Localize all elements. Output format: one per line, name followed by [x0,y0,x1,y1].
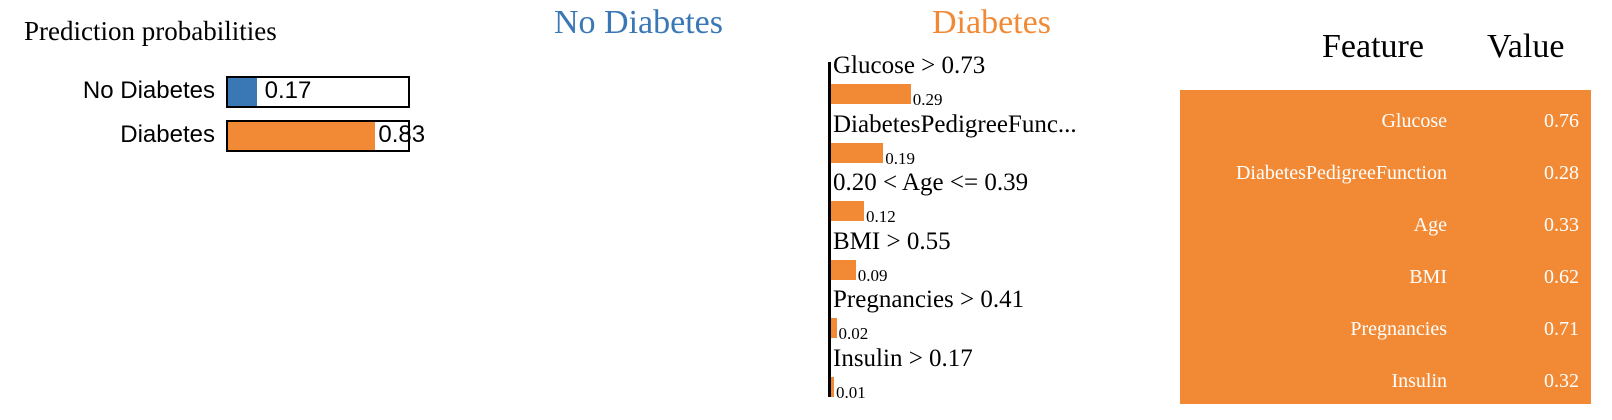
table-cell-feature: Glucose [1381,110,1447,132]
probability-label-0: No Diabetes [82,77,215,104]
probability-bar-frame-1 [226,120,410,152]
feature-contribution-value-5: 0.01 [836,382,866,402]
probability-bar-1 [228,122,376,150]
table-cell-value: 0.62 [1544,266,1579,288]
table-row: BMI 0.62 [1180,252,1591,304]
feature-contribution-value-2: 0.12 [866,207,896,226]
probability-label-1: Diabetes [120,121,215,148]
table-header-feature: Feature [1322,28,1424,65]
feature-contribution-value-3: 0.09 [857,265,888,285]
table-row: DiabetesPedigreeFunction 0.28 [1180,148,1591,200]
feature-condition-label-3: BMI > 0.55 [833,227,951,255]
feature-condition-label-5: Insulin > 0.17 [833,344,973,372]
feature-contribution-bar-4 [831,318,837,338]
feature-contribution-bar-0 [831,84,911,104]
table-cell-value: 0.32 [1544,370,1579,392]
table-header-value: Value [1487,28,1565,65]
probability-bar-frame-0 [226,76,410,108]
table-cell-value: 0.33 [1544,214,1579,236]
table-row: Glucose 0.76 [1180,96,1591,148]
table-cell-value: 0.28 [1544,162,1579,184]
table-cell-feature: BMI [1409,266,1447,288]
table-row: Age 0.33 [1180,200,1591,252]
feature-contribution-bar-5 [831,376,834,397]
feature-contribution-value-1: 0.19 [885,148,915,168]
feature-contribution-bar-2 [831,201,864,221]
feature-contribution-value-4: 0.02 [838,324,869,343]
prediction-probabilities-title: Prediction probabilities [24,16,277,46]
table-cell-feature: Pregnancies [1350,318,1447,340]
feature-contribution-bar-3 [831,259,856,280]
feature-condition-label-0: Glucose > 0.73 [833,52,986,79]
table-row: Pregnancies 0.71 [1180,304,1591,356]
feature-condition-label-4: Pregnancies > 0.41 [833,286,1025,313]
table-cell-feature: DiabetesPedigreeFunction [1235,162,1447,184]
class-header-diabetes: Diabetes [932,4,1051,41]
feature-condition-label-1: DiabetesPedigreeFunc... [833,110,1077,138]
probability-bar-0 [228,78,257,106]
feature-contribution-value-0: 0.29 [912,90,943,109]
table-row: Insulin 0.32 [1180,356,1591,408]
table-cell-value: 0.76 [1544,110,1579,132]
table-cell-feature: Insulin [1391,370,1447,392]
class-header-no-diabetes: No Diabetes [554,4,724,41]
explanation-axis-line [828,62,831,397]
feature-value-table: Glucose 0.76 DiabetesPedigreeFunction 0.28 A… [1180,90,1591,404]
feature-contribution-bar-1 [831,142,884,163]
table-cell-feature: Age [1413,214,1447,236]
table-cell-value: 0.71 [1544,318,1579,340]
probability-value-1: 0.83 [378,121,426,148]
probability-value-0: 0.17 [264,77,312,104]
feature-condition-label-2: 0.20 < Age <= 0.39 [833,169,1029,196]
